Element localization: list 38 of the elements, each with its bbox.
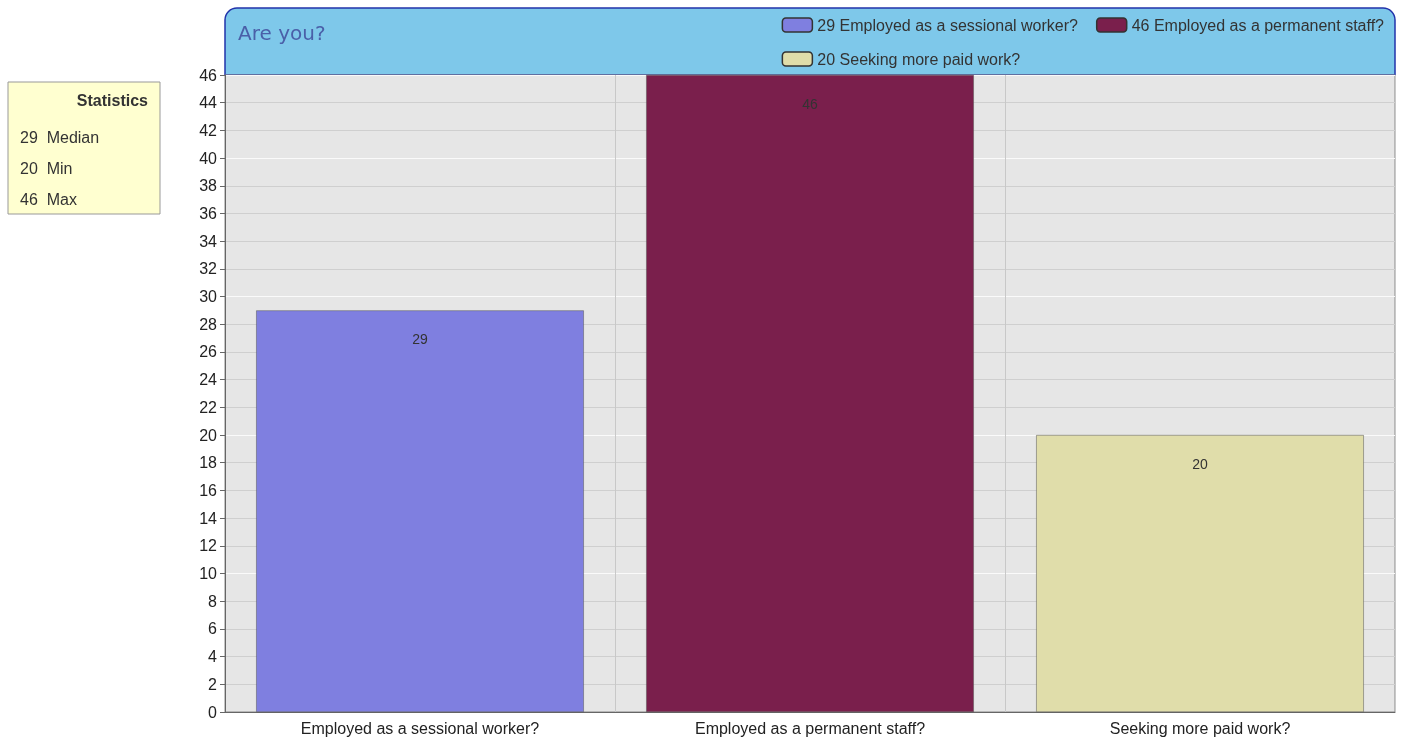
y-tick-label: 46 <box>199 66 218 84</box>
y-tick-label: 12 <box>199 537 218 555</box>
y-tick-label: 26 <box>199 343 218 361</box>
data-label: 29 <box>412 331 428 348</box>
x-tick-label: Seeking more paid work? <box>1109 719 1291 737</box>
legend-label: 29 Employed as a sessional worker? <box>817 16 1079 34</box>
x-tick-label: Employed as a permanent staff? <box>694 719 926 737</box>
y-tick-label: 14 <box>199 509 218 527</box>
y-tick-label: 32 <box>199 260 218 278</box>
legend-label: 46 Employed as a permanent staff? <box>1131 16 1385 34</box>
y-tick-label: 8 <box>208 592 218 610</box>
y-tick-label: 30 <box>199 288 218 306</box>
y-tick-label: 34 <box>199 232 218 250</box>
y-tick-label: 10 <box>199 565 218 583</box>
y-tick-label: 20 <box>199 426 218 444</box>
y-tick-label: 22 <box>199 398 218 416</box>
y-tick-label: 40 <box>199 149 218 167</box>
x-tick-label: Employed as a sessional worker? <box>300 719 540 737</box>
y-tick-label: 0 <box>208 703 218 721</box>
y-tick-label: 18 <box>199 454 218 472</box>
y-tick-label: 28 <box>199 315 218 333</box>
y-tick-label: 24 <box>199 371 218 389</box>
y-tick-label: 2 <box>208 675 218 693</box>
y-tick-label: 42 <box>199 121 218 139</box>
y-tick-label: 36 <box>199 204 218 222</box>
y-tick-label: 38 <box>199 177 218 195</box>
data-label: 20 <box>1192 456 1208 473</box>
y-tick-label: 44 <box>199 94 218 112</box>
y-tick-label: 16 <box>199 481 218 499</box>
chart-title: Are you? <box>238 21 326 45</box>
legend-label: 20 Seeking more paid work? <box>817 50 1021 68</box>
y-tick-label: 4 <box>208 648 218 666</box>
text: 20 Min <box>20 159 73 177</box>
text: 29 Median <box>20 128 100 146</box>
y-tick-label: 6 <box>208 620 218 638</box>
data-label: 46 <box>802 96 818 112</box>
text: 46 Max <box>20 190 77 208</box>
text: Statistics <box>76 91 149 109</box>
